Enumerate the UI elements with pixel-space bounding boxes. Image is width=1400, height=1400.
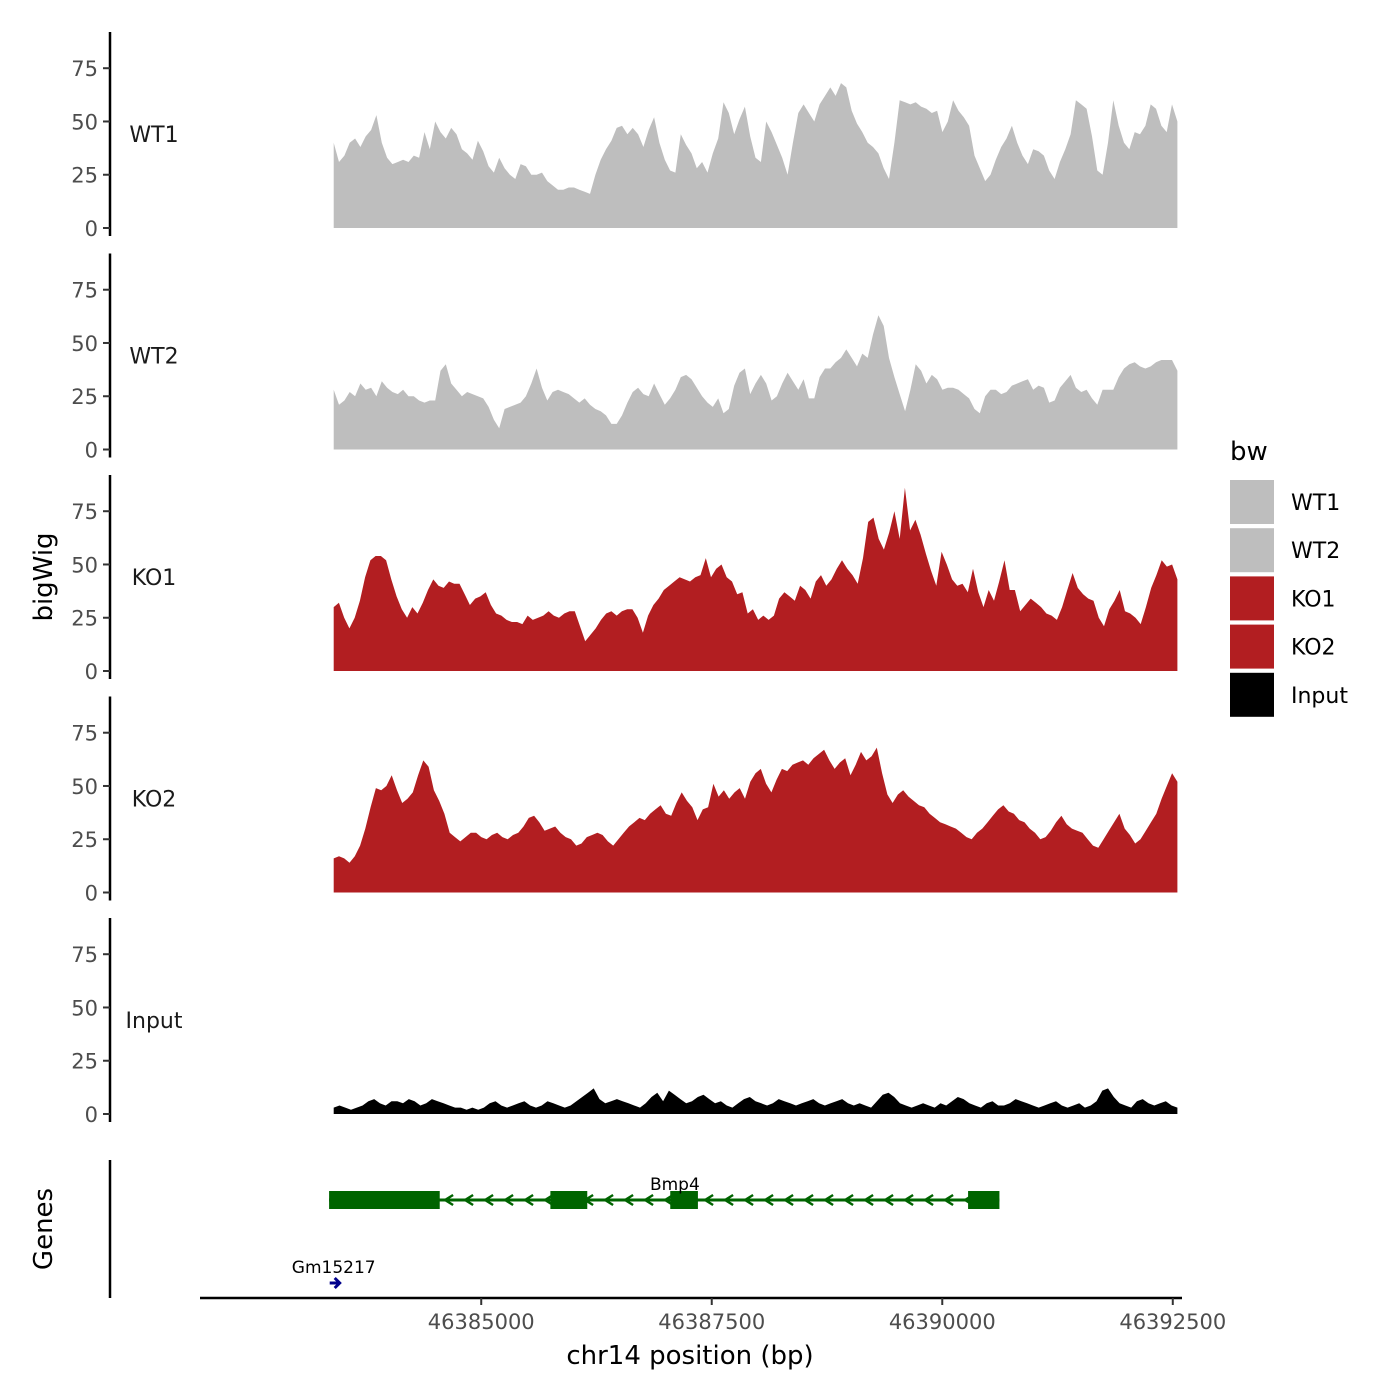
exon (670, 1191, 698, 1209)
y-tick-label: 75 (71, 722, 98, 746)
genes-axis-label: Genes (29, 1188, 59, 1270)
legend-swatch-wt2 (1230, 528, 1274, 573)
strand-arrow (522, 1193, 534, 1207)
strand-arrow (602, 1193, 614, 1207)
strand-arrow (702, 1193, 714, 1207)
y-tick-label: 75 (71, 279, 98, 303)
area-wt1 (333, 83, 1178, 228)
track-label: KO1 (132, 566, 177, 591)
track-wt1: 0 25 50 75 WT1 (71, 32, 1178, 241)
y-tick-label: 25 (71, 385, 98, 409)
track-label: WT2 (129, 345, 178, 370)
strand-arrow (442, 1193, 454, 1207)
area-input (333, 1088, 1178, 1114)
strand-arrow (902, 1193, 914, 1207)
strand-arrow (842, 1193, 854, 1207)
area-ko2 (333, 747, 1178, 893)
track-label: KO2 (132, 788, 177, 813)
legend-title: bw (1230, 437, 1268, 467)
strand-arrow (822, 1193, 834, 1207)
y-tick-label: 0 (85, 1103, 98, 1127)
exon (329, 1191, 440, 1209)
legend-swatch-wt1 (1230, 480, 1274, 524)
area-wt2 (333, 315, 1178, 450)
strand-arrow (722, 1193, 734, 1207)
legend: bw WT1 WT2 KO1 KO2 Input (1230, 437, 1348, 717)
strand-arrow (502, 1193, 514, 1207)
y-tick-label: 25 (71, 164, 98, 188)
y-tick-label: 50 (71, 775, 98, 799)
x-tick-label: 46385000 (428, 1310, 535, 1334)
legend-label-ko2: KO2 (1291, 636, 1336, 661)
coverage-tracks: 0 25 50 75 WT1 0 25 50 75 WT2 0 25 50 75 KO1 0 25 50 75 KO2… (71, 32, 1178, 1127)
strand-arrow (642, 1193, 654, 1207)
strand-arrow (622, 1193, 634, 1207)
gene-gm15217: Gm15217 (292, 1258, 376, 1290)
y-tick-label: 50 (71, 110, 98, 134)
legend-label-ko1: KO1 (1291, 587, 1336, 612)
x-tick-label: 46392500 (1119, 1310, 1226, 1334)
strand-arrow (802, 1193, 814, 1207)
strand-arrow (482, 1193, 494, 1207)
x-tick-label: 46387500 (658, 1310, 765, 1334)
track-label: Input (126, 1009, 183, 1034)
y-axis-label: bigWig (29, 532, 59, 621)
gene-bmp4: Bmp4 (329, 1175, 1000, 1209)
track-ko2: 0 25 50 75 KO2 (71, 696, 1178, 906)
y-tick-label: 0 (85, 439, 98, 463)
track-label: WT1 (129, 123, 178, 148)
track-wt2: 0 25 50 75 WT2 (71, 253, 1178, 463)
strand-arrow (922, 1193, 934, 1207)
exon (968, 1191, 1000, 1209)
x-axis-label: chr14 position (bp) (566, 1341, 813, 1371)
legend-label-wt2: WT2 (1291, 539, 1340, 564)
gene-label: Gm15217 (292, 1258, 376, 1278)
x-tick-label: 46390000 (889, 1310, 996, 1334)
y-tick-label: 75 (71, 943, 98, 967)
x-axis: 46385000 46387500 46390000 46392500 (200, 1296, 1226, 1334)
area-ko1 (333, 487, 1178, 671)
strand-arrow (462, 1193, 474, 1207)
y-tick-label: 50 (71, 553, 98, 577)
legend-label-input: Input (1291, 684, 1348, 709)
strand-arrow (782, 1193, 794, 1207)
y-tick-label: 0 (85, 660, 98, 684)
y-tick-label: 0 (85, 882, 98, 906)
strand-arrow (862, 1193, 874, 1207)
strand-arrow (882, 1193, 894, 1207)
y-tick-label: 50 (71, 996, 98, 1020)
legend-swatch-ko2 (1230, 624, 1274, 669)
y-tick-label: 75 (71, 500, 98, 524)
y-tick-label: 25 (71, 607, 98, 631)
y-tick-label: 25 (71, 1050, 98, 1074)
y-tick-label: 75 (71, 57, 98, 81)
strand-arrow (742, 1193, 754, 1207)
legend-label-wt1: WT1 (1291, 491, 1340, 516)
track-input: 0 25 50 75 Input (71, 918, 1178, 1127)
gene-label: Bmp4 (650, 1175, 700, 1195)
y-tick-label: 50 (71, 332, 98, 356)
gene-arrow (329, 1276, 342, 1290)
strand-arrow (942, 1193, 954, 1207)
y-tick-label: 25 (71, 828, 98, 852)
exon (550, 1191, 588, 1209)
track-ko1: 0 25 50 75 KO1 (71, 475, 1178, 684)
y-tick-label: 0 (85, 217, 98, 241)
strand-arrow (762, 1193, 774, 1207)
legend-swatch-input (1230, 672, 1274, 717)
legend-swatch-ko1 (1230, 576, 1274, 621)
gene-track: Gm15217 Bmp4 (108, 1160, 1000, 1298)
